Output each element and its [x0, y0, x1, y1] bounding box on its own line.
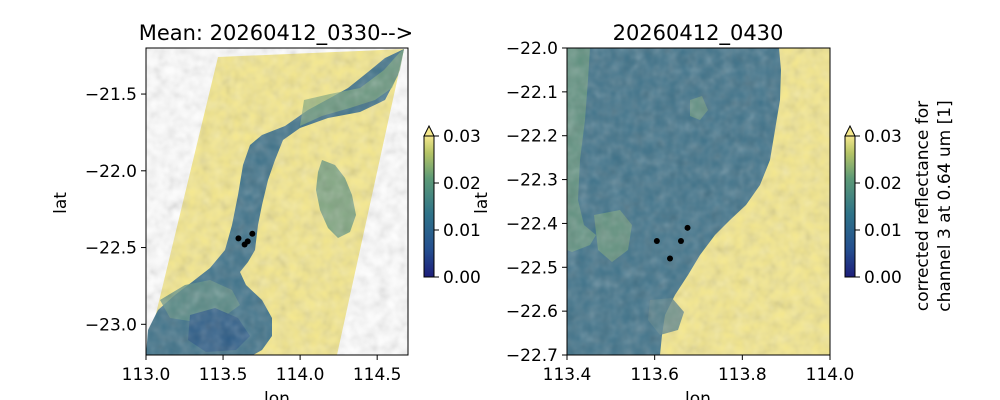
chart-1-xtick-label: 113.5	[199, 365, 248, 385]
chart-2-ytick-label: −22.3	[506, 171, 558, 191]
chart-1-point	[249, 230, 256, 237]
chart-2-colorbar-tick-label: 0.03	[864, 127, 902, 147]
chart-2-axes-frame	[566, 47, 831, 356]
chart-2-ylabel: lat	[472, 192, 492, 214]
chart-2-colorbar-label-line2: channel 3 at 0.64 um [1]	[935, 100, 955, 311]
chart-2-xtick-label: 113.4	[543, 365, 592, 385]
chart-1-ytick-label: −22.0	[85, 162, 137, 182]
chart-1-xlabel: lon	[264, 389, 290, 400]
chart-1-point	[241, 241, 248, 248]
chart-1-axes-frame	[145, 47, 409, 356]
chart-2-point	[667, 255, 674, 262]
chart-2-points	[653, 224, 691, 262]
chart-1-colorbar-extend	[423, 124, 435, 137]
chart-2-title: 20260412_0430	[613, 21, 784, 46]
chart-2-xtick-label: 113.6	[630, 365, 679, 385]
chart-1-colorbar-tick-label: 0.01	[443, 221, 481, 241]
chart-2-xlabel: lon	[685, 389, 711, 400]
chart-1-colorbar: 0.00 0.01 0.02 0.03	[423, 124, 481, 288]
chart-1: Mean: 20260412_0330--> 113.0 113.5 114.0 11…	[51, 21, 481, 400]
chart-1-colorbar-tick-label: 0.03	[443, 127, 481, 147]
chart-1-colorbar-tick-label: 0.02	[443, 174, 481, 194]
chart-2-xtick-label: 114.0	[806, 365, 855, 385]
chart-1-ticks: 113.0 113.5 114.0 114.5 −21.5 −22.0 −22.5 −23.0	[85, 85, 402, 385]
chart-1-xtick-label: 114.5	[353, 365, 402, 385]
chart-2-colorbar-gradient	[845, 136, 855, 277]
chart-2-colorbar-label-line1: corrected reflectance for	[913, 101, 933, 311]
chart-2-ytick-label: −22.2	[506, 127, 558, 147]
chart-2-point	[677, 237, 684, 244]
chart-2-colorbar-tick-label: 0.02	[864, 174, 902, 194]
chart-2-ytick-label: −22.1	[506, 83, 558, 103]
chart-2-heatmap	[567, 48, 830, 355]
chart-1-title: Mean: 20260412_0330-->	[139, 21, 414, 46]
chart-1-ytick-label: −22.5	[85, 239, 137, 259]
chart-2-point	[684, 224, 691, 231]
chart-1-noise	[146, 48, 408, 355]
chart-1-colorbar-tick-label: 0.00	[443, 268, 481, 288]
chart-2-ytick-label: −22.0	[506, 39, 558, 59]
chart-1-xtick-label: 114.0	[276, 365, 325, 385]
chart-2: 20260412_0430 113.4 113.6 113.8 114.0 −22.0 −…	[472, 21, 955, 400]
chart-1-points	[235, 230, 256, 248]
chart-2-colorbar-tick-label: 0.00	[864, 268, 902, 288]
chart-2-ytick-label: −22.6	[506, 302, 558, 322]
chart-1-ytick-label: −21.5	[85, 85, 137, 105]
chart-2-colorbar: 0.00 0.01 0.02 0.03 corrected reflectance f…	[844, 100, 955, 312]
chart-2-ticks: 113.4 113.6 113.8 114.0 −22.0 −22.1 −22.2 −22.3…	[506, 39, 854, 385]
chart-2-colorbar-extend	[844, 124, 856, 137]
chart-1-heatmap	[146, 48, 408, 355]
chart-2-ytick-label: −22.7	[506, 346, 558, 366]
chart-2-ytick-label: −22.4	[506, 214, 558, 234]
chart-1-xtick-label: 113.0	[122, 365, 171, 385]
chart-1-point	[235, 235, 242, 242]
chart-2-xtick-label: 113.8	[718, 365, 767, 385]
chart-1-ytick-label: −23.0	[85, 315, 137, 335]
chart-1-ylabel: lat	[51, 192, 71, 214]
chart-2-colorbar-tick-label: 0.01	[864, 221, 902, 241]
chart-2-point	[653, 237, 660, 244]
chart-2-ytick-label: −22.5	[506, 258, 558, 278]
chart-1-colorbar-gradient	[424, 136, 434, 277]
